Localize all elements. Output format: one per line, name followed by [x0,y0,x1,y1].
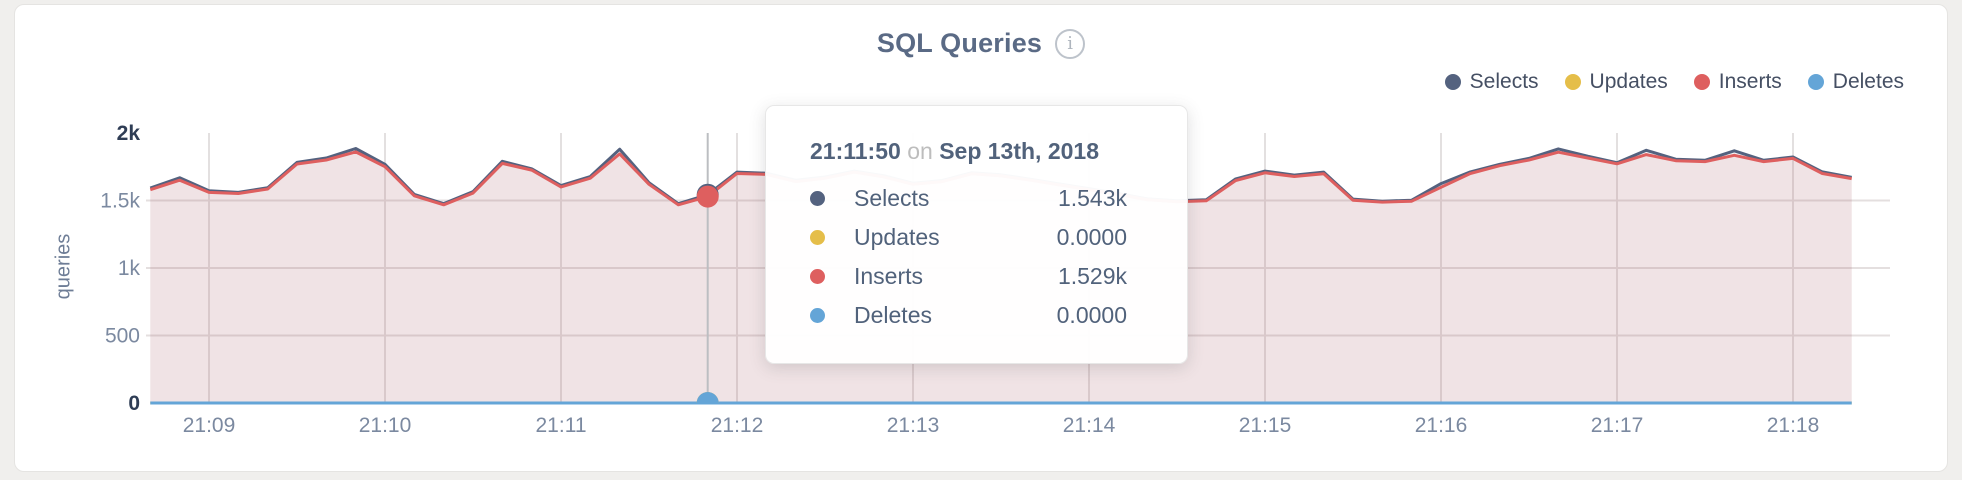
svg-text:1.5k: 1.5k [100,190,140,213]
inserts-dot-icon [1693,74,1710,90]
inserts-dot-icon [810,269,825,284]
legend: Selects Updates Inserts Deletes [1444,70,1904,94]
tooltip-row-value: 1.529k [1057,263,1127,289]
tooltip-row-label: Deletes [854,302,932,328]
svg-text:1k: 1k [118,257,141,280]
tooltip-row-inserts: Inserts 1.529k [810,257,1127,296]
legend-label: Inserts [1718,70,1782,93]
tooltip-row-selects: Selects 1.543k [810,179,1127,218]
chart-header: SQL Queries i [0,28,1962,59]
selects-dot-icon [810,191,825,206]
svg-text:21:11: 21:11 [536,414,587,437]
legend-item-deletes[interactable]: Deletes [1807,70,1904,94]
svg-text:21:12: 21:12 [711,414,764,437]
tooltip-header: 21:11:50 on Sep 13th, 2018 [810,138,1127,165]
legend-item-updates[interactable]: Updates [1564,70,1668,94]
deletes-dot-icon [810,308,825,323]
svg-text:21:16: 21:16 [1415,414,1468,437]
svg-text:21:18: 21:18 [1767,414,1820,437]
svg-text:500: 500 [105,325,140,348]
svg-text:21:10: 21:10 [359,414,412,437]
svg-text:21:15: 21:15 [1239,414,1292,437]
legend-label: Selects [1469,70,1539,93]
svg-text:21:14: 21:14 [1063,414,1116,437]
tooltip-date: Sep 13th, 2018 [939,138,1099,164]
tooltip-row-label: Inserts [854,263,924,289]
tooltip-row-value: 1.543k [1057,185,1127,211]
tooltip-time: 21:11:50 [810,138,901,164]
y-axis-label: queries [52,233,75,300]
tooltip-row-value: 0.0000 [1056,302,1127,328]
chart-title: SQL Queries [876,28,1043,58]
tooltip-row-value: 0.0000 [1056,224,1127,250]
updates-dot-icon [1564,74,1581,90]
info-icon[interactable]: i [1055,28,1086,59]
tooltip-row-updates: Updates 0.0000 [810,218,1127,257]
selects-dot-icon [1444,74,1461,90]
tooltip-on-word: on [907,138,933,164]
tooltip-row-deletes: Deletes 0.0000 [810,296,1127,335]
hover-tooltip: 21:11:50 on Sep 13th, 2018 Selects 1.543… [765,105,1188,364]
tooltip-row-label: Selects [854,185,930,211]
updates-dot-icon [810,230,825,245]
svg-text:21:17: 21:17 [1591,414,1644,437]
tooltip-row-label: Updates [854,224,940,250]
legend-item-selects[interactable]: Selects [1444,70,1539,94]
legend-label: Updates [1589,70,1668,93]
svg-text:21:09: 21:09 [183,414,236,437]
deletes-dot-icon [1807,74,1824,90]
svg-text:21:13: 21:13 [887,414,940,437]
svg-text:0: 0 [128,392,140,415]
legend-label: Deletes [1832,70,1904,93]
svg-text:2k: 2k [117,122,141,145]
legend-item-inserts[interactable]: Inserts [1693,70,1782,94]
